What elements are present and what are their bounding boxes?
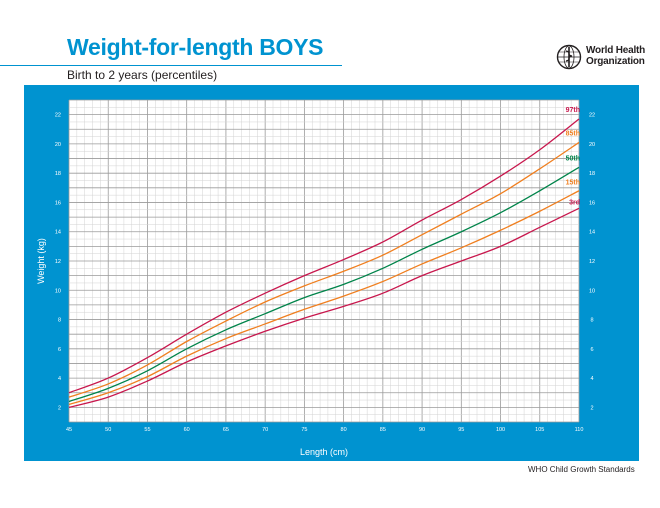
y-tick-label-right: 18 <box>589 171 595 177</box>
footer-source: WHO Child Growth Standards <box>528 465 635 474</box>
page-title: Weight-for-length BOYS <box>67 34 324 60</box>
y-tick-label-right: 22 <box>589 113 595 119</box>
org-name-line2: Organization <box>586 56 645 67</box>
series-line-97th <box>68 118 580 394</box>
x-tick-label: 110 <box>575 427 584 433</box>
x-tick-label: 90 <box>419 427 425 433</box>
y-tick-label-left: 4 <box>58 376 61 382</box>
series-label-3rd: 3rd <box>569 199 580 206</box>
series-line-85th <box>68 141 580 398</box>
y-tick-label-left: 6 <box>58 347 61 353</box>
y-tick-label-right: 4 <box>590 376 593 382</box>
y-tick-label-left: 10 <box>55 288 61 294</box>
y-tick-label-left: 18 <box>55 171 61 177</box>
x-tick-label: 70 <box>262 427 268 433</box>
y-axis-label: Weight (kg) <box>36 238 46 284</box>
y-tick-label-right: 2 <box>590 405 593 411</box>
y-tick-label-right: 20 <box>589 142 595 148</box>
x-tick-label: 105 <box>535 427 544 433</box>
y-tick-label-right: 12 <box>589 259 595 265</box>
y-tick-label-left: 2 <box>58 405 61 411</box>
x-tick-label: 80 <box>341 427 347 433</box>
series-label-85th: 85th <box>566 130 580 137</box>
series-label-97th: 97th <box>566 107 580 114</box>
x-tick-label: 95 <box>458 427 464 433</box>
y-tick-label-left: 12 <box>55 259 61 265</box>
org-name-line1: World Health <box>586 45 646 56</box>
series-line-50th <box>68 166 580 403</box>
x-tick-label: 60 <box>184 427 190 433</box>
title-rule <box>0 65 342 66</box>
x-axis-label: Length (cm) <box>300 447 348 457</box>
y-tick-label-left: 8 <box>58 318 61 324</box>
y-tick-label-left: 20 <box>55 142 61 148</box>
y-tick-label-left: 22 <box>55 113 61 119</box>
y-tick-label-right: 8 <box>590 318 593 324</box>
chart-panel: 45 50 55 60 65 70 75 80 85 90 95 100 105 110 2 2 4 4 6 6 8 8 1… <box>24 85 639 461</box>
y-tick-label-right: 6 <box>590 347 593 353</box>
y-tick-label-left: 16 <box>55 200 61 206</box>
x-tick-label: 85 <box>380 427 386 433</box>
x-tick-label: 55 <box>144 427 150 433</box>
who-emblem-icon <box>556 44 582 70</box>
series-label-50th: 50th <box>566 155 580 162</box>
page-subtitle: Birth to 2 years (percentiles) <box>67 68 218 82</box>
x-tick-label: 45 <box>66 427 72 433</box>
series-line-3rd <box>68 207 580 408</box>
x-tick-label: 65 <box>223 427 229 433</box>
y-tick-label-right: 16 <box>589 200 595 206</box>
y-tick-label-left: 14 <box>55 230 61 236</box>
series-label-15th: 15th <box>566 180 580 187</box>
y-tick-label-right: 14 <box>589 230 595 236</box>
x-tick-label: 75 <box>301 427 307 433</box>
y-tick-label-right: 10 <box>589 288 595 294</box>
x-tick-label: 50 <box>105 427 111 433</box>
org-name: World Health Organization <box>586 45 645 67</box>
series-line-15th <box>68 190 580 406</box>
x-tick-label: 100 <box>496 427 505 433</box>
